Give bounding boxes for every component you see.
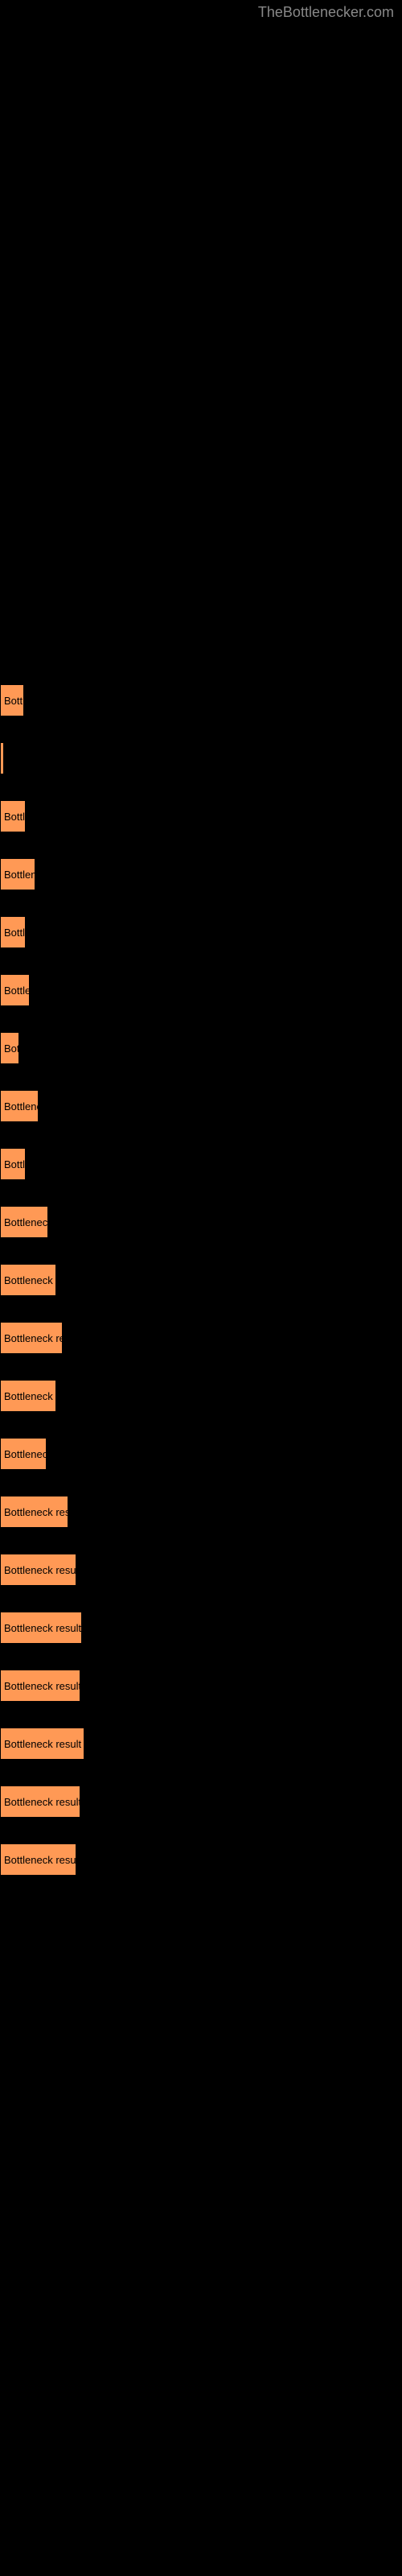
chart-bar: Bottleneck result: [0, 1322, 63, 1354]
bar-label: Bottleneck resu: [4, 1274, 56, 1286]
bar-row: Bottleneck re: [0, 1438, 47, 1470]
bar-row: Bot: [0, 1032, 19, 1064]
chart-bar: Bottlenec: [0, 858, 35, 890]
bar-label: Bottleneck result: [4, 1738, 81, 1750]
bar-row: Bottleneck result: [0, 1322, 63, 1354]
bar-row: Bottlenec: [0, 1090, 39, 1122]
chart-bar: Bottleneck resu: [0, 1380, 56, 1412]
bar-label: Bottlenec: [4, 1100, 39, 1113]
bar-chart: Bott Bottle Bottlenec Bottle Bottlen Bot Bottl…: [0, 0, 402, 2576]
bar-label: Bottleneck resu: [4, 1390, 56, 1402]
bar-label: Bot: [4, 1042, 19, 1055]
chart-bar: Bottleneck result: [0, 1612, 82, 1644]
bar-row: Bottleneck re: [0, 1206, 48, 1238]
chart-bar: [0, 742, 4, 774]
chart-bar: Bottleneck result: [0, 1785, 80, 1818]
bar-label: Bottleneck re: [4, 1216, 48, 1228]
bar-label: Bottle: [4, 1158, 26, 1170]
bar-label: Bottle: [4, 927, 26, 939]
bar-row: Bottleneck result: [0, 1728, 84, 1760]
bar-row: Bottleneck result: [0, 1843, 76, 1876]
bar-label: Bottleneck re: [4, 1448, 47, 1460]
bar-label: Bottleneck result: [4, 1506, 68, 1518]
chart-bar: Bottleneck re: [0, 1438, 47, 1470]
chart-bar: Bot: [0, 1032, 19, 1064]
bar-row: Bottlen: [0, 974, 30, 1006]
bar-row: Bottleneck result: [0, 1496, 68, 1528]
bar-label: Bottleneck result: [4, 1796, 80, 1808]
chart-bar: Bottleneck re: [0, 1206, 48, 1238]
bar-label: Bottleneck result: [4, 1854, 76, 1866]
bar-label: Bottlenec: [4, 869, 35, 881]
bar-label: Bottle: [4, 811, 26, 823]
chart-bar: Bottlenec: [0, 1090, 39, 1122]
bar-row: Bottlenec: [0, 858, 35, 890]
bar-label: Bottleneck result: [4, 1680, 80, 1692]
chart-bar: Bottleneck result: [0, 1670, 80, 1702]
bar-row: Bottleneck result: [0, 1670, 80, 1702]
bar-label: Bottlen: [4, 985, 30, 997]
bar-row: Bottleneck resu: [0, 1264, 56, 1296]
chart-bar: Bott: [0, 684, 24, 716]
chart-bar: Bottlen: [0, 974, 30, 1006]
bar-row: Bottleneck result: [0, 1554, 76, 1586]
bar-row: Bottle: [0, 800, 26, 832]
chart-bar: Bottleneck result: [0, 1496, 68, 1528]
chart-bar: Bottle: [0, 1148, 26, 1180]
chart-bar: Bottle: [0, 800, 26, 832]
chart-bar: Bottleneck resu: [0, 1264, 56, 1296]
bar-row: Bott: [0, 684, 24, 716]
bar-label: Bott: [4, 695, 23, 707]
bar-row: Bottle: [0, 1148, 26, 1180]
bar-row: Bottleneck result: [0, 1612, 82, 1644]
bar-label: Bottleneck result: [4, 1564, 76, 1576]
bar-label: Bottleneck result: [4, 1622, 81, 1634]
bar-row: Bottleneck resu: [0, 1380, 56, 1412]
bar-row: Bottle: [0, 916, 26, 948]
bar-row: [0, 742, 4, 774]
chart-bar: Bottleneck result: [0, 1843, 76, 1876]
bar-label: Bottleneck result: [4, 1332, 63, 1344]
chart-bar: Bottleneck result: [0, 1728, 84, 1760]
bar-row: Bottleneck result: [0, 1785, 80, 1818]
chart-bar: Bottle: [0, 916, 26, 948]
chart-bar: Bottleneck result: [0, 1554, 76, 1586]
